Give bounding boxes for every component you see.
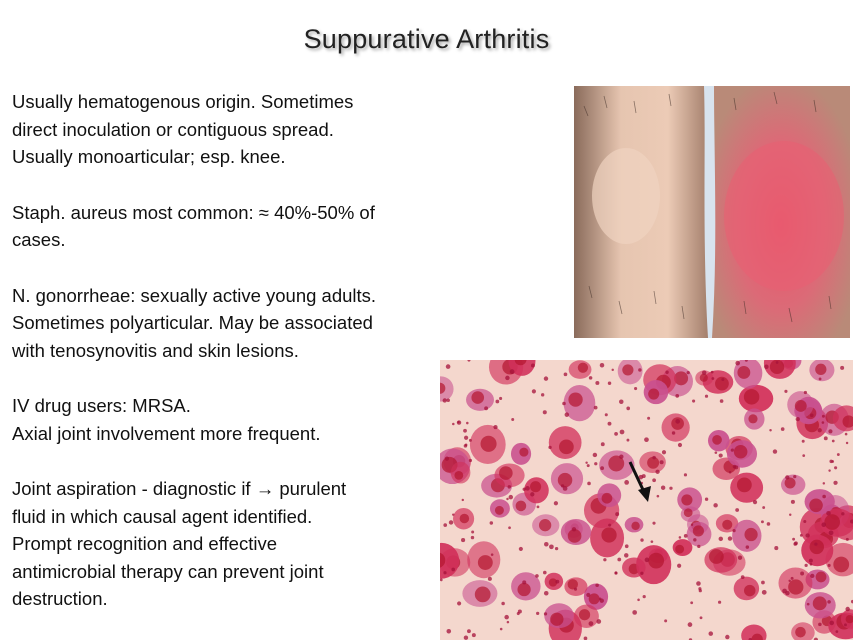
knee-photo-graphic [574, 86, 850, 338]
arrow-icon [628, 461, 651, 502]
slide-title: Suppurative Arthritis [303, 24, 550, 54]
text-line: fluid in which causal agent identified. [12, 505, 313, 527]
gram-stain-photo [440, 360, 853, 640]
text-line: Prompt recognition and effective [12, 533, 277, 554]
text-line: destruction. [12, 588, 108, 609]
paragraph-origin: Usually hematogenous origin. Sometimes d… [12, 88, 437, 171]
text-line: Joint aspiration - diagnostic if → purul… [12, 478, 347, 499]
text-line: with tenosynovitis and skin lesions. [12, 339, 299, 361]
gram-stain-graphic [440, 360, 853, 640]
text-line: Axial joint involvement more frequent. [12, 422, 321, 444]
text-line: Sometimes polyarticular. May be associat… [12, 312, 373, 333]
paragraph-gonorrhea: N. gonorrheae: sexually active young adu… [12, 282, 437, 365]
text-line: direct inoculation or contiguous spread. [12, 118, 334, 140]
text-line: Usually hematogenous origin. Sometimes [12, 91, 354, 112]
paragraph-aspiration: Joint aspiration - diagnostic if → purul… [12, 475, 437, 613]
body-text: Usually hematogenous origin. Sometimes d… [12, 88, 437, 641]
paragraph-iv-drug: IV drug users: MRSA. Axial joint involve… [12, 392, 437, 447]
text-line: IV drug users: MRSA. [12, 395, 191, 416]
text-line: Usually monoarticular; esp. knee. [12, 146, 286, 167]
text-line: antimicrobial therapy can prevent joint [12, 560, 324, 582]
text-line: N. gonorrheae: sexually active young adu… [12, 284, 377, 306]
paragraph-staph: Staph. aureus most common: ≈ 40%-50% of … [12, 199, 437, 254]
knee-photo [574, 86, 850, 338]
text-line: cases. [12, 229, 66, 250]
text-line: Staph. aureus most common: ≈ 40%-50% of [12, 201, 375, 223]
